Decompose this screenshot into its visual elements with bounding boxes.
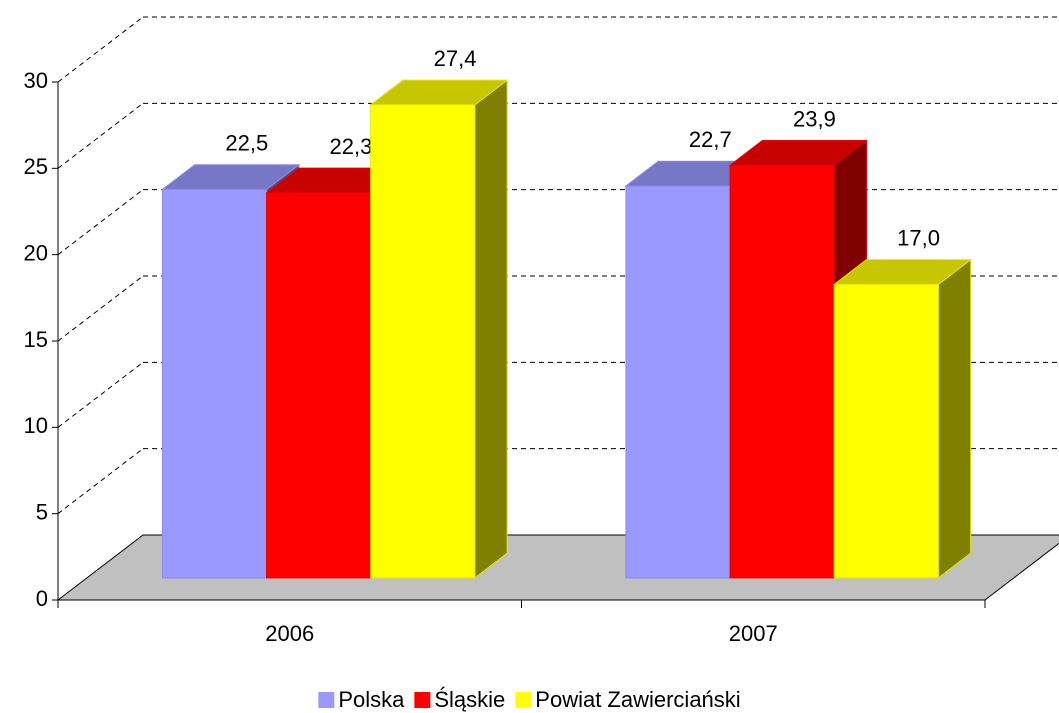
data-label: 27,4: [434, 46, 477, 71]
bar: [266, 192, 372, 579]
y-tick-label: 15: [24, 327, 48, 352]
grid-line: [57, 189, 144, 256]
y-tick-label: 10: [24, 413, 48, 438]
data-label: 22,7: [689, 127, 732, 152]
bar: [161, 188, 268, 579]
bar: [729, 164, 835, 579]
y-tick-label: 20: [24, 240, 48, 265]
x-tick-label: 2006: [265, 621, 314, 646]
y-tick-label: 30: [24, 68, 48, 93]
grid-line: [57, 102, 144, 169]
y-tick-label: 0: [36, 586, 48, 611]
legend-label: Śląskie: [434, 687, 505, 712]
data-label: 22,5: [225, 131, 268, 156]
grid-line: [57, 16, 144, 83]
data-label: 23,9: [793, 106, 836, 131]
y-tick-label: 25: [24, 154, 48, 179]
bar: [625, 185, 731, 579]
grid-line: [57, 361, 144, 428]
grid-line: [57, 275, 144, 342]
data-label: 22,3: [330, 134, 373, 159]
legend-swatch: [318, 692, 335, 708]
bar-side: [474, 79, 508, 579]
bar: [833, 283, 939, 579]
bar-side: [937, 258, 972, 579]
legend-swatch: [515, 692, 532, 708]
grid-line: [57, 448, 144, 515]
bar: [370, 104, 476, 579]
x-tick-label: 2007: [729, 621, 778, 646]
y-tick-label: 5: [36, 499, 48, 524]
data-label: 17,0: [897, 225, 940, 250]
legend-label: Polska: [338, 687, 405, 712]
legend-label: Powiat Zawierciański: [535, 687, 740, 712]
legend-swatch: [414, 692, 431, 708]
